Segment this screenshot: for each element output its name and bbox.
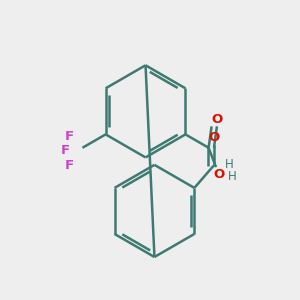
Text: O: O — [208, 131, 219, 144]
Text: F: F — [61, 144, 70, 157]
Text: H: H — [225, 158, 234, 171]
Text: O: O — [213, 168, 225, 181]
Text: H: H — [228, 170, 237, 183]
Text: F: F — [64, 130, 74, 143]
Text: F: F — [64, 158, 74, 172]
Text: O: O — [211, 113, 223, 126]
